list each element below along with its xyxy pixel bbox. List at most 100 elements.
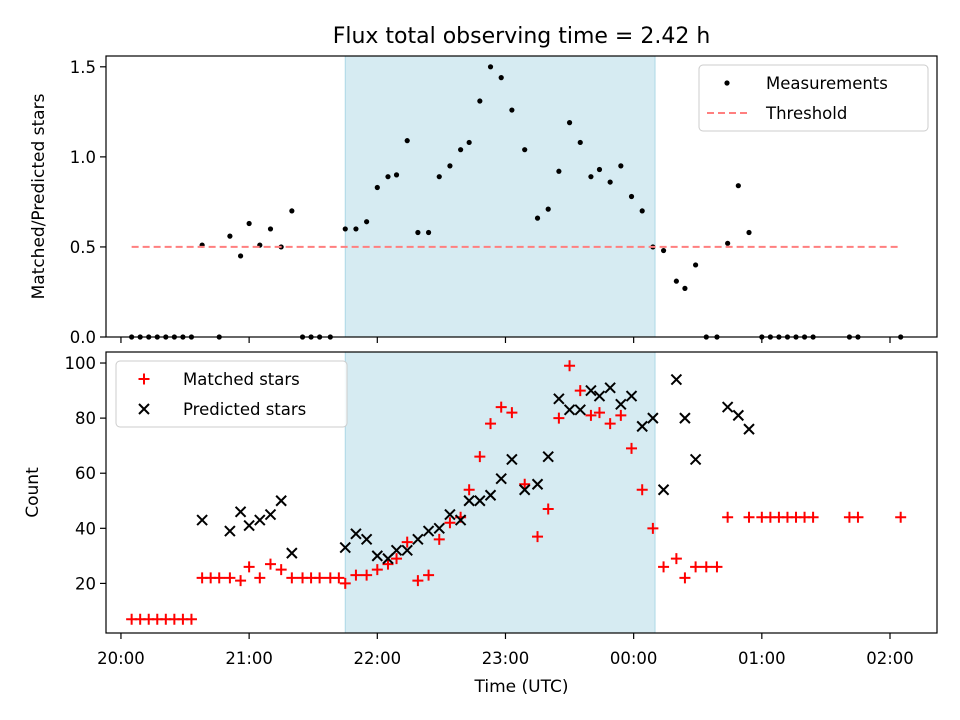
predicted-star-point	[593, 390, 606, 402]
x-tick-label: 00:00	[610, 649, 658, 668]
measurement-point	[246, 220, 252, 227]
legend-label: Threshold	[765, 104, 847, 123]
predicted-star-point	[371, 550, 384, 562]
matched-star-point	[722, 511, 734, 523]
y-tick-label: 1.5	[70, 58, 96, 77]
predicted-star-point	[422, 525, 435, 537]
matched-star-point	[615, 409, 627, 421]
legend-box	[115, 360, 348, 428]
predicted-star-point	[743, 423, 755, 435]
predicted-star-point	[495, 473, 507, 485]
measurement-point	[447, 163, 453, 169]
measurement-point	[534, 215, 541, 221]
matched-star-point	[532, 531, 544, 543]
predicted-star-point	[224, 525, 236, 537]
matched-star-point	[433, 533, 445, 545]
legend-label: Matched stars	[183, 370, 300, 389]
series-matched-stars	[126, 360, 907, 625]
matched-star-point	[235, 575, 247, 587]
measurement-point	[458, 147, 464, 153]
legend-label: Predicted stars	[183, 400, 306, 419]
y-axis-label: Count	[23, 467, 43, 518]
matched-star-point	[895, 511, 907, 523]
matched-star-point	[371, 564, 383, 576]
observing-window-span	[344, 55, 656, 338]
matched-star-point	[852, 511, 864, 523]
measurement-point	[237, 253, 244, 259]
matched-star-point	[275, 564, 287, 576]
predicted-star-point	[732, 409, 745, 422]
measurement-point	[522, 147, 528, 153]
predicted-star-point	[542, 450, 554, 463]
predicted-star-point	[474, 495, 486, 507]
matched-star-point	[700, 561, 712, 573]
measurement-point	[577, 139, 583, 146]
matched-star-point	[574, 385, 586, 397]
predicted-star-point	[243, 519, 255, 532]
axes-frame	[105, 55, 938, 338]
predicted-star-point	[647, 412, 659, 424]
matched-star-point	[391, 553, 403, 565]
predicted-star-point	[433, 522, 445, 535]
y-tick-label: 0.5	[70, 238, 96, 257]
measurement-point	[353, 226, 359, 232]
measurement-point	[404, 138, 410, 144]
predicted-star-point	[339, 541, 351, 554]
matched-star-point	[495, 401, 507, 413]
matched-star-point	[286, 572, 298, 584]
y-axis-label: Matched/Predicted stars	[29, 93, 49, 299]
matched-star-point	[711, 561, 723, 573]
predicted-star-point	[604, 382, 616, 394]
predicted-star-point	[518, 484, 531, 496]
matched-star-point	[213, 572, 225, 584]
measurement-point	[596, 166, 603, 173]
measurement-point	[289, 208, 295, 214]
matched-star-point	[658, 561, 670, 573]
matched-star-point	[636, 484, 648, 496]
matched-star-point	[485, 418, 497, 430]
predicted-star-point	[636, 420, 648, 433]
predicted-star-point	[553, 393, 565, 405]
measurement-point	[498, 75, 504, 81]
matched-star-point	[401, 536, 413, 548]
measurement-point	[477, 98, 483, 104]
predicted-star-point	[463, 495, 475, 507]
predicted-star-point	[506, 453, 518, 466]
legend-label: Measurements	[766, 74, 888, 93]
matched-star-point	[444, 517, 456, 529]
matched-star-point	[463, 484, 475, 496]
matched-star-point	[254, 572, 266, 584]
measurement-point	[267, 226, 274, 232]
matched-star-point	[626, 442, 638, 454]
matched-star-point	[412, 575, 424, 587]
matched-star-point	[519, 478, 531, 490]
predicted-star-point	[234, 506, 247, 518]
predicted-star-point	[721, 401, 734, 413]
legend: Matched stars Predicted stars	[115, 360, 348, 428]
matched-star-point	[690, 561, 702, 573]
measurement-point	[660, 247, 667, 254]
predicted-star-point	[196, 514, 208, 526]
matched-star-point	[585, 409, 597, 421]
measurement-point	[588, 174, 594, 180]
predicted-star-point	[360, 533, 373, 546]
matched-star-point	[564, 360, 576, 372]
matched-star-point	[361, 569, 373, 581]
measurement-point	[628, 193, 635, 200]
measurement-point	[227, 233, 233, 239]
x-tick-label: 20:00	[97, 649, 145, 668]
predicted-star-point	[679, 412, 691, 424]
x-tick-label: 23:00	[482, 649, 530, 668]
measurement-point	[415, 229, 421, 236]
y-tick-label: 100	[65, 354, 97, 373]
legend-marker	[138, 373, 150, 385]
matched-star-point	[243, 561, 255, 573]
measurement-point	[364, 219, 370, 225]
measurement-point	[639, 208, 645, 214]
matched-star-point	[224, 572, 236, 584]
y-tick-label: 0.0	[70, 328, 96, 347]
measurement-point	[385, 174, 391, 180]
predicted-star-point	[531, 478, 544, 490]
matched-star-point	[553, 412, 565, 424]
